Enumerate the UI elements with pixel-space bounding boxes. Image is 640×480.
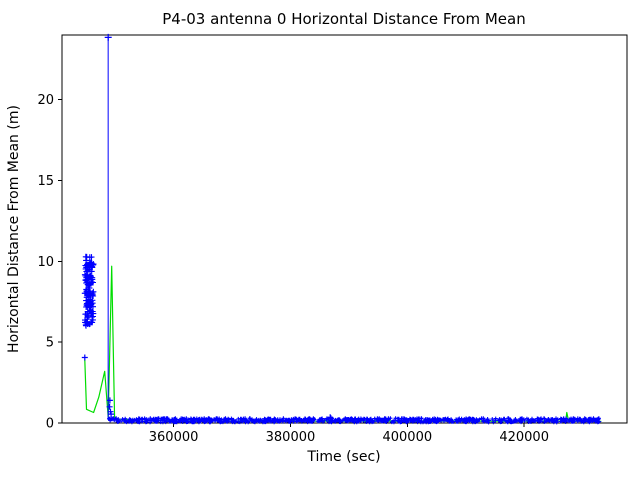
x-tick-label: 360000 xyxy=(149,430,199,445)
y-tick-label: 15 xyxy=(37,174,54,189)
blue-extra-points-markers xyxy=(81,354,334,422)
y-tick-label: 10 xyxy=(37,255,54,270)
blue-bottom-band-markers xyxy=(107,416,602,425)
x-tick-label: 420000 xyxy=(499,430,549,445)
x-axis-label: Time (sec) xyxy=(306,449,380,465)
blue-cluster-markers xyxy=(81,253,97,329)
chart-title: P4-03 antenna 0 Horizontal Distance From… xyxy=(162,10,525,28)
x-tick-label: 400000 xyxy=(382,430,432,445)
plot-area: 360000 380000 400000 420000 0 5 10 15 20 xyxy=(37,33,628,445)
y-tick-label: 20 xyxy=(37,93,54,108)
top-spike-marker xyxy=(104,33,112,41)
y-tick-label: 0 xyxy=(46,417,54,432)
x-tick-label: 380000 xyxy=(266,430,316,445)
y-axis-label: Horizontal Distance From Mean (m) xyxy=(6,105,22,353)
y-tick-label: 5 xyxy=(46,336,54,351)
axes-box xyxy=(61,34,628,424)
